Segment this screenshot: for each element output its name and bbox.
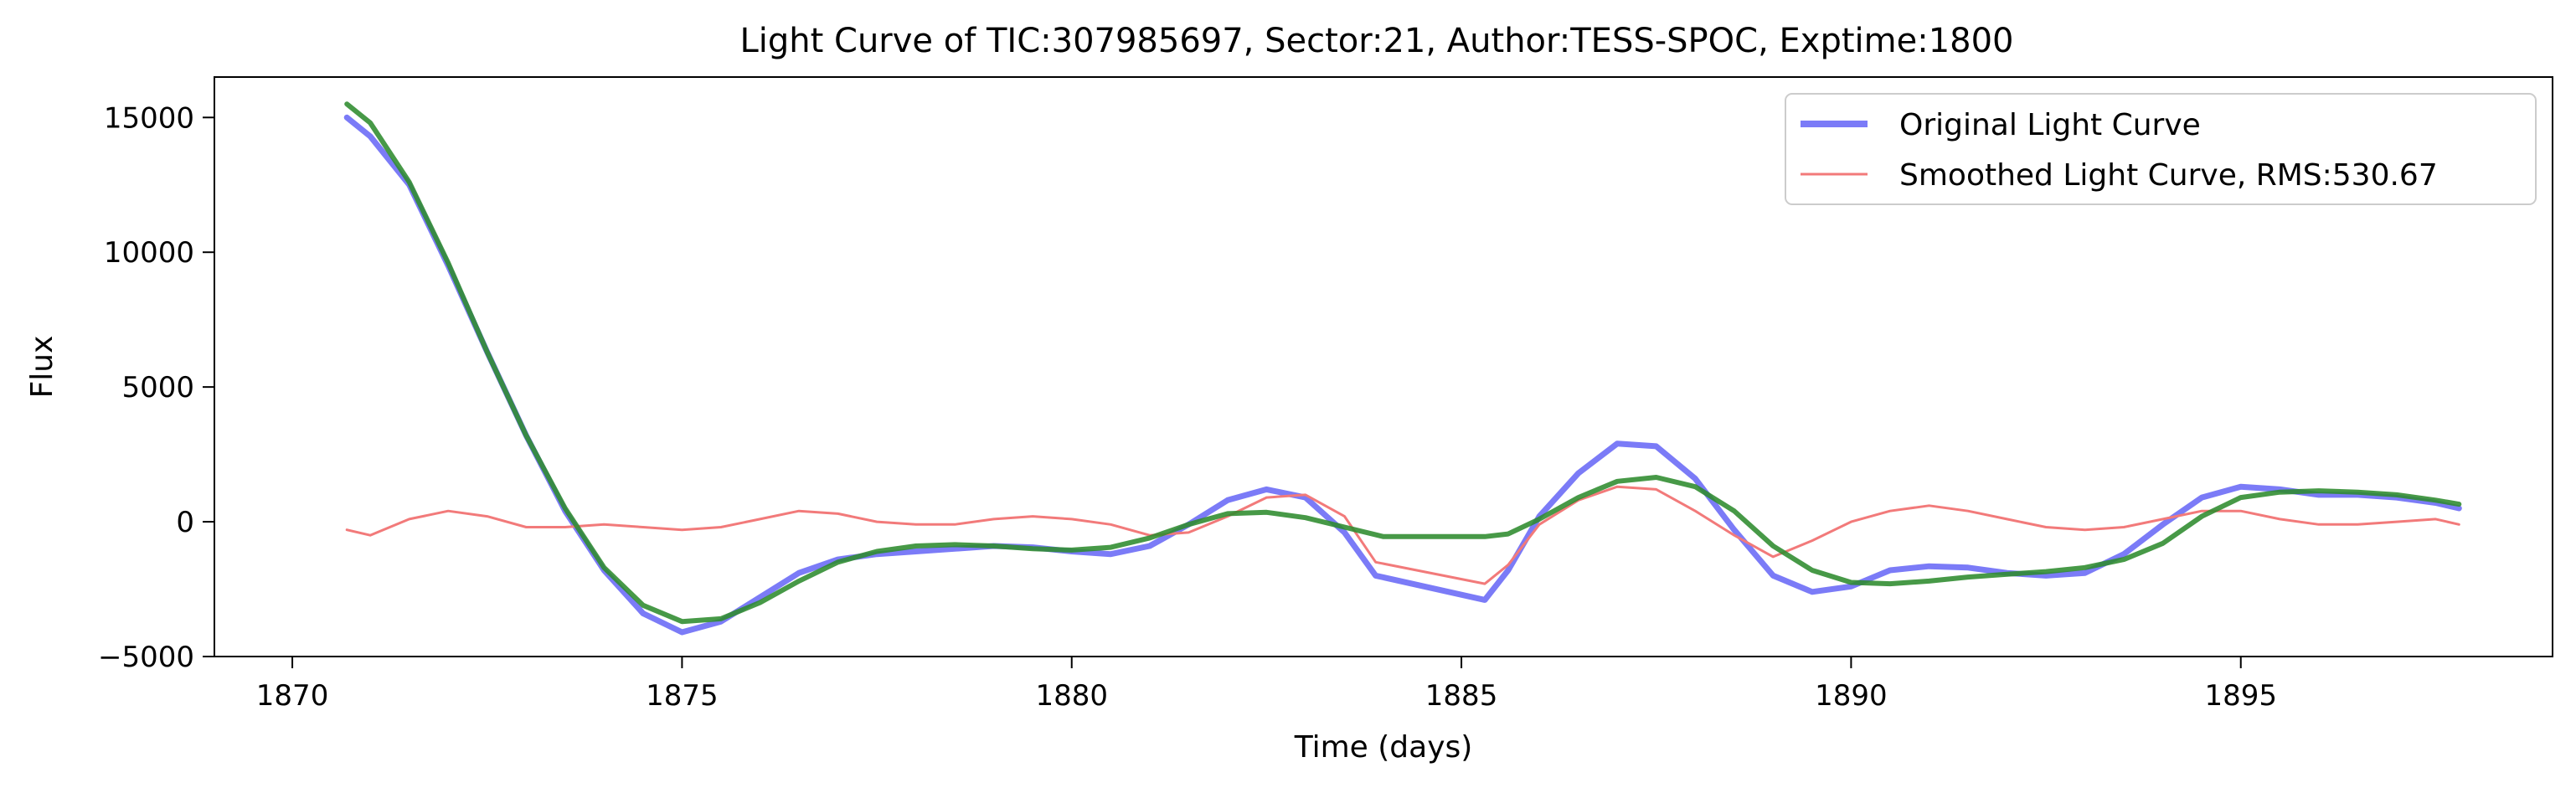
x-tick-label: 1885: [1425, 679, 1498, 713]
legend-label-original: Original Light Curve: [1899, 108, 2201, 142]
y-tick-label: 15000: [104, 101, 194, 135]
y-tick-label: 5000: [121, 371, 194, 404]
y-axis-label: Flux: [25, 336, 59, 399]
y-tick-label: 0: [176, 506, 194, 539]
x-tick-label: 1870: [256, 679, 329, 713]
y-tick-label: 10000: [104, 236, 194, 270]
series-original-line: [343, 114, 2462, 636]
plot-frame: [214, 76, 2553, 657]
series-smoothed-line: [345, 485, 2460, 585]
y-tick-label: −5000: [98, 641, 194, 674]
x-tick-label: 1890: [1815, 679, 1888, 713]
x-tick-label: 1895: [2204, 679, 2277, 713]
chart-title: Light Curve of TIC:307985697, Sector:21,…: [739, 22, 2013, 60]
y-axis: −5000 0 5000 10000 15000: [98, 101, 214, 674]
series-fit-line: [344, 101, 2462, 625]
legend: Original Light Curve Smoothed Light Curv…: [1785, 93, 2537, 205]
legend-label-smoothed: Smoothed Light Curve, RMS:530.67: [1899, 158, 2438, 193]
x-axis-label: Time (days): [1294, 730, 1473, 765]
x-tick-label: 1880: [1035, 679, 1108, 713]
plot-area: [214, 76, 2553, 657]
x-axis: 1870 1875 1880 1885 1890 1895: [256, 657, 2277, 713]
x-tick-label: 1875: [646, 679, 719, 713]
series-layer: [343, 101, 2462, 636]
legend-frame: [1785, 93, 2537, 205]
